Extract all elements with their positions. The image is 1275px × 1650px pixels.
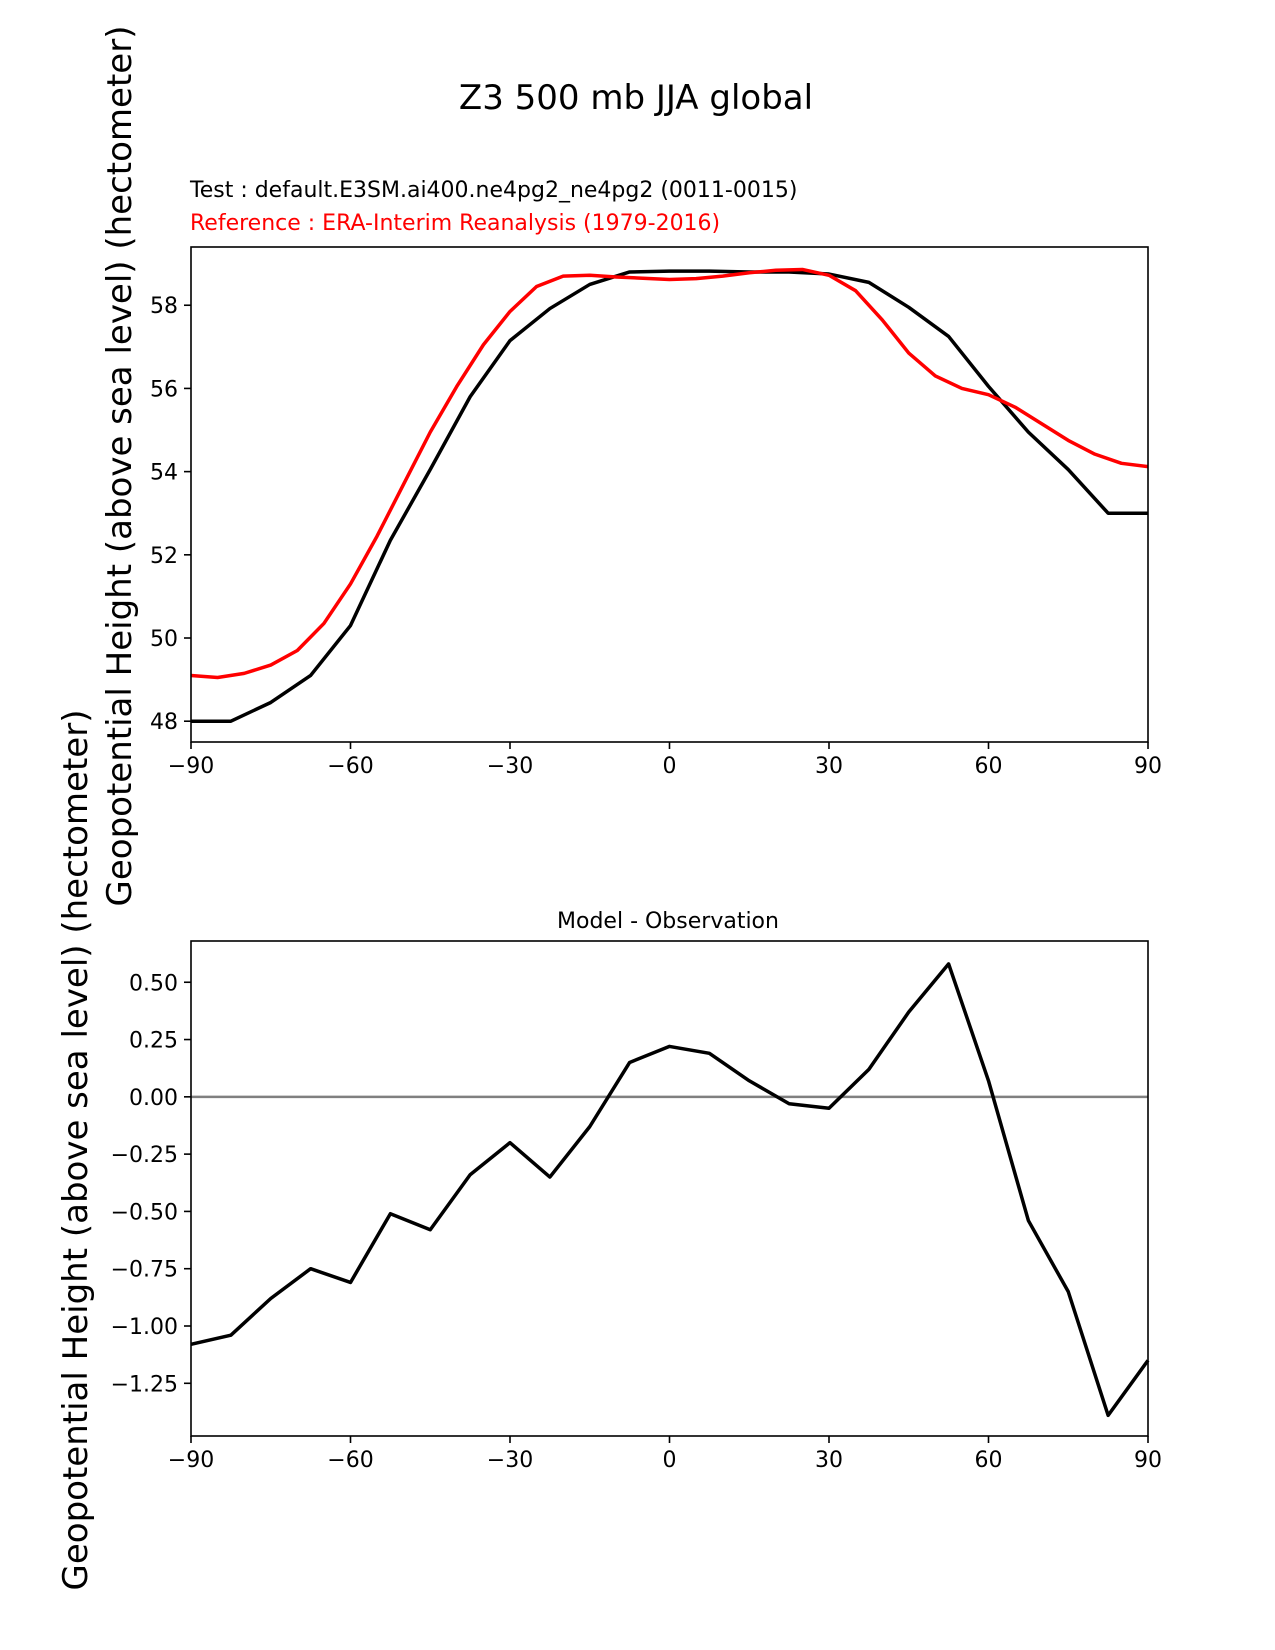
bottom-xtick-label: −90	[168, 1448, 214, 1473]
bottom-ytick-label: −0.75	[111, 1258, 178, 1283]
top-xtick-label: −30	[487, 754, 533, 779]
reference-subtitle: Reference : ERA-Interim Reanalysis (1979…	[190, 211, 720, 236]
top-xtick-label: 0	[663, 754, 677, 779]
bottom-series-difference-line	[190, 962, 1150, 1418]
top-ytick-label: 58	[150, 294, 178, 319]
bottom-xtick-label: −60	[327, 1448, 373, 1473]
figure-title: Z3 500 mb JJA global	[459, 78, 813, 118]
top-ytick-label: 50	[150, 627, 178, 652]
top-line-plot: −90 −60 −30 0 30 60 90 48 50 52 54 56 58	[150, 246, 1162, 779]
top-ylabel: Geopotential Height (above sea level) (h…	[100, 26, 140, 907]
top-xtick-label: −60	[327, 754, 373, 779]
bottom-xtick-label: 90	[1134, 1448, 1162, 1473]
top-series-reference-line	[190, 267, 1149, 680]
top-xtick-label: −90	[168, 754, 214, 779]
bottom-xtick-label: −30	[487, 1448, 533, 1473]
bottom-xtick-label: 30	[815, 1448, 843, 1473]
bottom-line-plot: −90 −60 −30 0 30 60 90 0.50 0.25 0.00 −0.25 −0.50 −0…	[111, 940, 1162, 1473]
top-series-test-line	[191, 269, 1148, 723]
bottom-ytick-label: 0.50	[129, 971, 178, 996]
top-ytick-label: 54	[150, 461, 178, 486]
bottom-title: Model - Observation	[557, 909, 779, 934]
top-ytick-label: 56	[150, 377, 178, 402]
bottom-ytick-label: −1.25	[111, 1372, 178, 1397]
top-xtick-label: 90	[1134, 754, 1162, 779]
bottom-xtick-label: 60	[975, 1448, 1003, 1473]
bottom-xtick-label: 0	[663, 1448, 677, 1473]
bottom-ytick-label: 0.00	[129, 1086, 178, 1111]
bottom-ytick-label: 0.25	[129, 1029, 178, 1054]
bottom-ytick-label: −0.25	[111, 1143, 178, 1168]
top-xtick-label: 30	[815, 754, 843, 779]
bottom-ytick-label: −0.50	[111, 1200, 178, 1225]
bottom-ylabel: Geopotential Height (above sea level) (h…	[56, 710, 96, 1591]
bottom-ytick-label: −1.00	[111, 1315, 178, 1340]
top-ytick-label: 52	[150, 544, 178, 569]
top-ytick-label: 48	[150, 710, 178, 735]
test-subtitle: Test : default.E3SM.ai400.ne4pg2_ne4pg2 …	[189, 178, 797, 203]
top-xtick-label: 60	[975, 754, 1003, 779]
